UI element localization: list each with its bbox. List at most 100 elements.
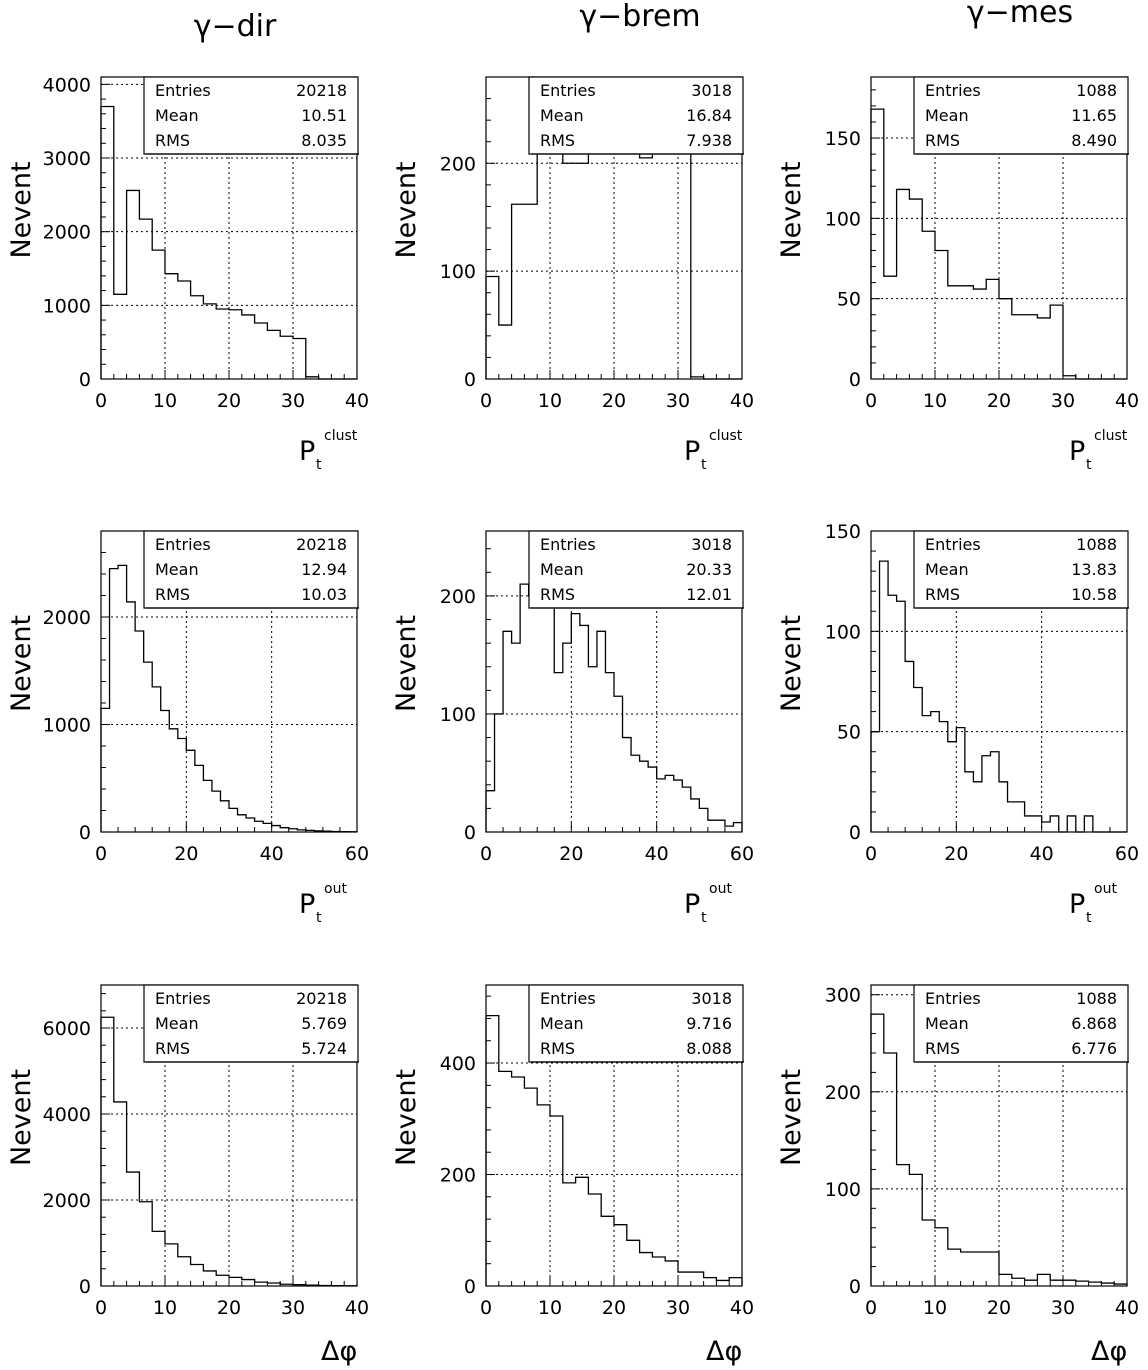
x-tick-label: 40 xyxy=(345,390,369,412)
stats-label: Mean xyxy=(540,1014,584,1033)
y-axis-label: Nevent xyxy=(391,161,422,258)
x-axis-label-sup: out xyxy=(324,881,347,897)
x-axis-label-main: Δφ xyxy=(1091,1336,1127,1367)
stats-label: Mean xyxy=(155,1014,199,1033)
x-tick-label: 10 xyxy=(923,390,947,412)
x-tick-label: 0 xyxy=(865,1297,877,1319)
stats-label: Mean xyxy=(540,560,584,579)
y-tick-label: 2000 xyxy=(43,607,91,629)
y-tick-label: 0 xyxy=(79,822,91,844)
y-tick-label: 0 xyxy=(79,369,91,391)
stats-label: Mean xyxy=(155,106,199,125)
stats-label: Entries xyxy=(540,989,596,1008)
y-tick-label: 300 xyxy=(825,985,861,1007)
x-axis-label-main: Δφ xyxy=(321,1336,357,1367)
x-tick-label: 60 xyxy=(345,843,369,865)
x-tick-label: 20 xyxy=(602,1297,626,1319)
stats-box xyxy=(528,76,744,155)
stats-label: RMS xyxy=(155,131,190,150)
stats-value: 1088 xyxy=(1076,81,1117,100)
stats-label: RMS xyxy=(155,1039,190,1058)
x-axis-label-sub: t xyxy=(1086,910,1092,926)
x-axis-label-sub: t xyxy=(316,910,322,926)
x-tick-label: 40 xyxy=(645,843,669,865)
x-tick-label: 40 xyxy=(1030,843,1054,865)
y-tick-label: 1000 xyxy=(43,295,91,317)
stats-value: 12.94 xyxy=(301,560,347,579)
stats-label: Entries xyxy=(155,989,211,1008)
stats-value: 5.724 xyxy=(301,1039,347,1058)
stats-box xyxy=(913,76,1129,155)
x-tick-label: 0 xyxy=(480,390,492,412)
stats-label: Mean xyxy=(155,560,199,579)
y-tick-label: 150 xyxy=(825,521,861,543)
x-tick-label: 10 xyxy=(153,390,177,412)
histogram-bars xyxy=(485,1015,743,1286)
y-tick-label: 150 xyxy=(825,128,861,150)
column-title-brem: γ−brem xyxy=(579,0,700,34)
stats-label: Entries xyxy=(925,989,981,1008)
y-tick-label: 1000 xyxy=(43,715,91,737)
x-axis-label-sup: out xyxy=(709,881,732,897)
x-tick-label: 30 xyxy=(1051,390,1075,412)
x-tick-label: 40 xyxy=(730,390,754,412)
stats-label: RMS xyxy=(925,1039,960,1058)
x-tick-label: 40 xyxy=(730,1297,754,1319)
x-axis-label-main: Δφ xyxy=(706,1336,742,1367)
x-tick-label: 0 xyxy=(95,843,107,865)
stats-label: RMS xyxy=(540,131,575,150)
stats-box xyxy=(143,530,359,609)
stats-value: 10.51 xyxy=(301,106,347,125)
x-axis-label-sup: clust xyxy=(324,428,358,444)
x-tick-label: 40 xyxy=(260,843,284,865)
stats-value: 7.938 xyxy=(686,131,732,150)
stats-value: 20218 xyxy=(296,81,347,100)
y-axis-label: Nevent xyxy=(6,615,37,712)
stats-value: 10.58 xyxy=(1071,585,1117,604)
histogram-bars xyxy=(870,560,1127,833)
stats-value: 1088 xyxy=(1076,989,1117,1008)
x-tick-label: 40 xyxy=(345,1297,369,1319)
stats-value: 11.65 xyxy=(1071,106,1117,125)
x-axis-label-main: P xyxy=(299,889,315,920)
y-axis-label: Nevent xyxy=(776,615,807,712)
y-tick-label: 0 xyxy=(464,822,476,844)
x-axis-label-main: P xyxy=(1069,436,1085,467)
stats-label: RMS xyxy=(540,585,575,604)
stats-value: 6.868 xyxy=(1071,1014,1117,1033)
y-tick-label: 2000 xyxy=(43,222,91,244)
stats-value: 1088 xyxy=(1076,535,1117,554)
x-tick-label: 20 xyxy=(987,390,1011,412)
y-tick-label: 0 xyxy=(849,822,861,844)
x-tick-label: 30 xyxy=(1051,1297,1075,1319)
y-tick-label: 100 xyxy=(440,704,476,726)
panel-row3-col3: 0 100 200 300 0 10 20 30 40 Nevent Δφ Entries 1088 Me… xyxy=(776,984,1139,1367)
x-tick-label: 20 xyxy=(944,843,968,865)
y-tick-label: 6000 xyxy=(43,1018,91,1040)
y-axis-label: Nevent xyxy=(391,615,422,712)
column-titles: γ−dir γ−brem γ−mes xyxy=(194,0,1073,44)
stats-label: Entries xyxy=(925,81,981,100)
y-tick-label: 50 xyxy=(837,722,861,744)
stats-label: RMS xyxy=(925,585,960,604)
y-axis-label: Nevent xyxy=(776,161,807,258)
stats-label: Mean xyxy=(925,560,969,579)
y-tick-label: 200 xyxy=(440,1165,476,1187)
x-tick-label: 0 xyxy=(480,1297,492,1319)
x-tick-label: 20 xyxy=(987,1297,1011,1319)
stats-value: 9.716 xyxy=(686,1014,732,1033)
x-axis-label-main: P xyxy=(299,436,315,467)
stats-value: 8.490 xyxy=(1071,131,1117,150)
y-tick-label: 100 xyxy=(825,621,861,643)
x-tick-label: 60 xyxy=(1115,843,1139,865)
y-axis-label: Nevent xyxy=(391,1069,422,1166)
x-tick-label: 30 xyxy=(281,390,305,412)
histogram-bars xyxy=(870,108,1127,380)
x-tick-label: 30 xyxy=(666,390,690,412)
x-tick-label: 20 xyxy=(217,1297,241,1319)
